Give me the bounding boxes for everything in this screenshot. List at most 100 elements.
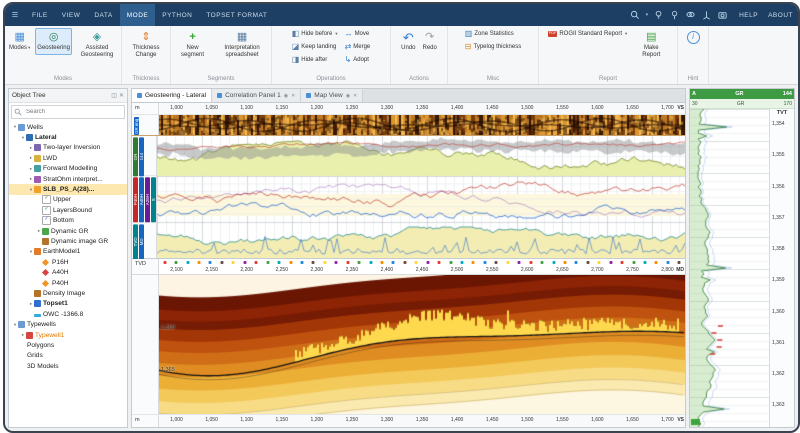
tree-item[interactable]: ▾EarthModel1 <box>9 247 127 257</box>
keep-landing-button[interactable]: ◪ Keep landing <box>290 41 340 53</box>
thickness-change-button[interactable]: ⇕ Thickness Change <box>124 28 168 61</box>
ribbon-group-thickness: ⇕ Thickness Change Thickness <box>122 26 171 84</box>
tree-item[interactable]: ▾Typewells <box>9 319 127 329</box>
image-log-track[interactable] <box>159 115 685 135</box>
ruler-tick: 1,250 <box>346 417 359 423</box>
tree-item[interactable]: ▸Two-layer Inversion <box>9 143 127 153</box>
about-button[interactable]: ABOUT <box>763 4 798 26</box>
tree-item[interactable]: ▸Typewell1 <box>9 330 127 340</box>
make-report-button[interactable]: ▤ Make Report <box>632 28 670 61</box>
float-icon[interactable]: ◉ <box>346 93 350 99</box>
tree-item[interactable]: Polygons <box>9 340 127 350</box>
menu-mode[interactable]: MODE <box>120 4 156 26</box>
undo-button[interactable]: ↶ Undo <box>399 28 417 55</box>
tab-label: Geosteering - Lateral <box>145 92 206 99</box>
tab-correlation-panel-1[interactable]: Correlation Panel 1◉✕ <box>212 89 301 102</box>
tree-item[interactable]: ▸StratOhm interpret... <box>9 174 127 184</box>
zone-statistics-button[interactable]: ▥ Zone Statistics <box>463 28 523 40</box>
bulb-icon[interactable] <box>654 10 664 20</box>
camera-icon[interactable] <box>718 10 728 20</box>
panel-icon <box>217 93 222 98</box>
md-end-label: MD <box>676 267 684 273</box>
menu-data[interactable]: DATA <box>87 4 119 26</box>
ruler-end-label: VS <box>677 105 684 111</box>
tab-map-view[interactable]: Map View◉✕ <box>301 89 363 102</box>
close-icon[interactable]: ✕ <box>119 92 124 99</box>
tree-item[interactable]: ▸Forward Modelling <box>9 164 127 174</box>
tree-item[interactable]: P40H <box>9 278 127 288</box>
hide-after-button[interactable]: ◨ Hide after <box>290 54 340 66</box>
menu-topset-format[interactable]: TOPSET FORMAT <box>199 4 274 26</box>
float-icon[interactable]: ◉ <box>284 93 288 99</box>
merge-button[interactable]: ⇄ Merge <box>343 41 373 53</box>
close-icon[interactable]: ✕ <box>353 93 357 99</box>
ruler-tick: 2,500 <box>451 267 464 273</box>
tree-item[interactable]: ✓LayersBound <box>9 205 127 215</box>
typelog-thickness-button[interactable]: ⊟ Typelog thickness <box>463 41 523 53</box>
ribbon-group-actions: ↶ Undo ↷ Redo Actions <box>391 26 448 84</box>
tree-item[interactable]: Density Image <box>9 288 127 298</box>
tree-item[interactable]: ▾Lateral <box>9 132 127 142</box>
cross-section-row: 1,3601,365 <box>132 275 685 414</box>
well-icon <box>26 134 33 141</box>
tree-item[interactable]: Dynamic image GR <box>9 236 127 246</box>
tab-geosteering-lateral[interactable]: Geosteering - Lateral <box>132 89 212 102</box>
typelog-track[interactable] <box>690 109 769 427</box>
tree-item[interactable]: P16H <box>9 257 127 267</box>
tvt-depth-label: 1,363 <box>772 402 785 408</box>
tree-item[interactable]: OWC -1366.8 <box>9 309 127 319</box>
keep-landing-icon: ◪ <box>292 43 300 51</box>
track-label-chip: P40H <box>133 177 138 222</box>
close-icon[interactable]: ✕ <box>291 93 295 99</box>
help-button[interactable]: HELP <box>734 4 763 26</box>
pin-icon[interactable] <box>670 10 680 20</box>
dock-icon[interactable]: ◫ <box>111 92 117 99</box>
tree-item[interactable]: ▸Dynamic GR <box>9 226 127 236</box>
chevron-down-icon[interactable]: ▾ <box>646 12 649 18</box>
hide-before-button[interactable]: ◧ Hide before ▾ <box>290 28 340 40</box>
tree-item[interactable]: ✓Upper <box>9 195 127 205</box>
ruler-tick: 1,350 <box>416 417 429 423</box>
move-button[interactable]: ↔ Move <box>343 28 373 40</box>
geosteering-button[interactable]: ◎ Geosteering <box>35 28 72 55</box>
ruler-tick: 1,600 <box>591 417 604 423</box>
ruler-tick: 1,650 <box>626 417 639 423</box>
ruler-tick: 1,000 <box>170 105 183 111</box>
tree-item[interactable]: ✓Bottom <box>9 216 127 226</box>
tree-item[interactable]: ▾Wells <box>9 122 127 132</box>
menu-file[interactable]: FILE <box>25 4 55 26</box>
assisted-geosteering-button[interactable]: ◈ Assisted Geosteering <box>75 28 119 61</box>
search-icon[interactable] <box>630 10 640 20</box>
cross-section[interactable]: 1,3601,365 <box>159 275 685 414</box>
app-menu-icon[interactable]: ≡ <box>5 4 25 26</box>
eye-icon[interactable] <box>686 10 696 20</box>
menu-python[interactable]: PYTHON <box>155 4 199 26</box>
tree-item[interactable]: ▾SLB_PS_A(28)... <box>9 184 127 194</box>
hint-button[interactable]: i <box>685 28 702 47</box>
tvt-depth-label: 1,360 <box>772 309 785 315</box>
panel-icon <box>306 93 311 98</box>
tree-item[interactable]: 3D Models <box>9 361 127 371</box>
log-tracks[interactable] <box>157 136 685 258</box>
search-icon <box>14 108 22 116</box>
redo-button[interactable]: ↷ Redo <box>421 28 439 55</box>
axes-icon[interactable] <box>702 10 712 20</box>
tree-item[interactable]: Grids <box>9 351 127 361</box>
ruler-tick: 1,600 <box>591 105 604 111</box>
modes-label: Modes <box>9 45 27 51</box>
rogii-standard-report-button[interactable]: PDF ROGII Standard Report ▾ <box>546 28 630 40</box>
tree-item[interactable]: ▸LWD <box>9 153 127 163</box>
modes-button[interactable]: ▦ Modes▾ <box>7 28 32 55</box>
new-segment-button[interactable]: + New segment <box>173 28 212 61</box>
search-input[interactable] <box>24 108 122 116</box>
interpretation-spreadsheet-button[interactable]: ▦ Interpretation spreadsheet <box>215 28 269 61</box>
chevron-down-icon: ▾ <box>335 31 337 37</box>
tree-item-label: Typewells <box>27 321 56 328</box>
hide-after-label: Hide after <box>301 57 327 63</box>
tree-item[interactable]: A40H <box>9 267 127 277</box>
adopt-button[interactable]: ↳ Adopt <box>343 54 373 66</box>
tree-item[interactable]: ▸Topset1 <box>9 299 127 309</box>
ruler-tick: 1,100 <box>240 105 253 111</box>
menu-view[interactable]: VIEW <box>55 4 88 26</box>
make-report-icon: ▤ <box>646 31 656 44</box>
